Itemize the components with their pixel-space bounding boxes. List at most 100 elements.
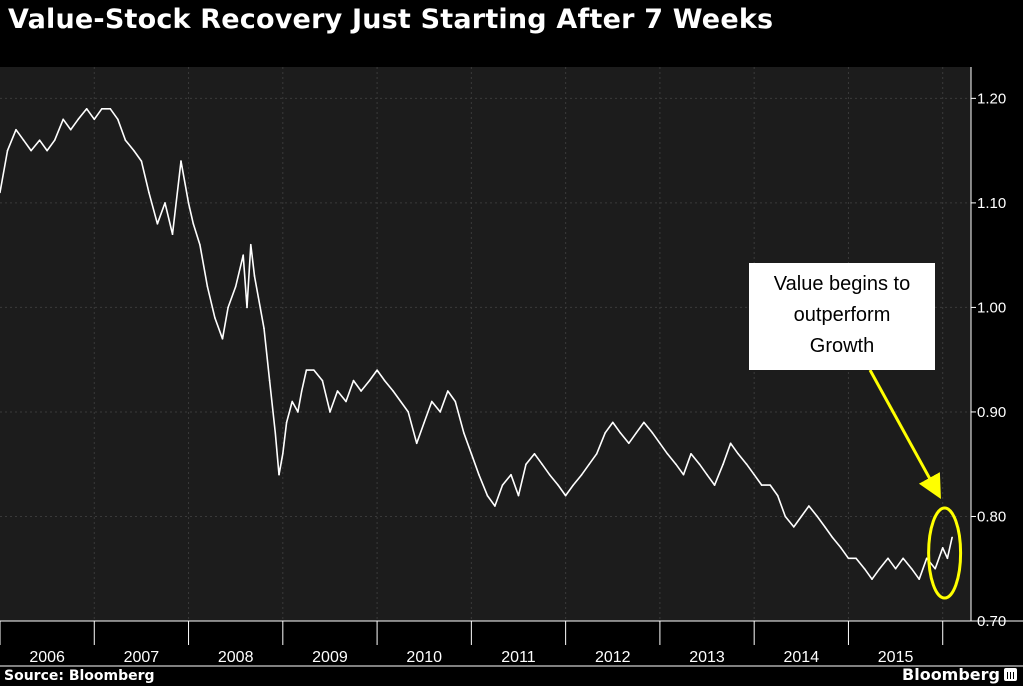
data-point — [180, 160, 182, 162]
data-point — [85, 108, 88, 110]
chart-title: Value-Stock Recovery Just Starting After… — [8, 4, 774, 35]
data-point — [360, 390, 362, 392]
data-point — [470, 452, 473, 455]
data-point — [148, 191, 150, 194]
data-point — [329, 411, 331, 413]
data-point — [627, 442, 630, 445]
data-point — [769, 484, 772, 486]
data-point — [776, 494, 779, 497]
data-point — [399, 400, 402, 403]
data-point — [117, 118, 119, 121]
data-point — [253, 275, 256, 277]
data-point — [800, 515, 803, 518]
data-point — [706, 473, 708, 476]
data-point — [863, 567, 866, 570]
data-point — [902, 557, 904, 560]
x-tick-label: 2014 — [784, 649, 820, 666]
brand-name: Bloomberg — [902, 665, 1000, 684]
x-tick-label: 2013 — [689, 649, 725, 666]
data-point — [878, 567, 881, 570]
data-point — [808, 505, 810, 507]
data-point — [824, 526, 826, 528]
data-point — [675, 463, 677, 466]
data-point — [871, 578, 873, 580]
data-point — [651, 432, 654, 434]
data-point — [321, 379, 324, 382]
data-point — [918, 578, 920, 580]
data-point — [713, 484, 716, 486]
source-note: Source: Bloomberg — [4, 668, 155, 684]
y-tick-label: 0.80 — [977, 508, 1006, 525]
data-point — [274, 432, 277, 434]
data-point — [792, 526, 795, 528]
data-point — [572, 484, 574, 486]
x-tick-label: 2015 — [878, 649, 914, 666]
series-layer — [0, 108, 953, 580]
data-point — [285, 421, 288, 424]
data-point — [478, 473, 480, 476]
data-point — [533, 452, 536, 455]
data-point — [171, 233, 174, 236]
y-tick-label: 0.90 — [977, 404, 1006, 421]
data-point — [541, 463, 543, 466]
data-point — [345, 400, 347, 403]
y-tick-label: 1.10 — [977, 195, 1006, 212]
annotation-line-1: Value begins to — [773, 273, 911, 295]
data-point — [745, 463, 748, 466]
annotation-line-2: outperform — [793, 304, 891, 326]
data-point — [53, 139, 56, 141]
data-point — [760, 484, 763, 486]
data-point — [407, 411, 409, 413]
data-point — [246, 306, 248, 309]
y-tick-label: 1.00 — [977, 299, 1006, 316]
data-point — [305, 369, 308, 371]
data-point — [199, 243, 201, 246]
data-point — [737, 452, 739, 455]
data-point — [666, 452, 669, 455]
highlight-ellipse — [927, 506, 963, 600]
annotation-callout: Value begins to outperform Growth — [749, 263, 935, 370]
data-point — [910, 567, 913, 570]
data-point — [300, 390, 303, 392]
x-tick-label: 2008 — [218, 649, 254, 666]
x-axis: 2006 2007 2008 2009 2010 2011 2012 2013 2014 2015 — [0, 620, 1023, 667]
data-point — [682, 473, 685, 476]
data-point — [313, 369, 315, 371]
data-point — [15, 128, 17, 131]
data-point — [729, 442, 732, 445]
data-point — [894, 567, 897, 570]
data-point — [352, 379, 355, 382]
data-point — [525, 463, 527, 466]
data-point — [510, 473, 512, 476]
grid — [0, 67, 971, 622]
data-point — [187, 202, 190, 204]
x-tick-label: 2012 — [595, 649, 631, 666]
x-tick-label: 2007 — [124, 649, 160, 666]
data-point — [784, 515, 787, 518]
data-point — [831, 536, 834, 539]
data-point — [297, 411, 299, 413]
data-point — [282, 452, 284, 455]
data-point — [430, 400, 433, 403]
data-point — [192, 222, 195, 225]
data-point — [690, 452, 692, 455]
data-point — [234, 285, 237, 288]
data-point — [517, 494, 520, 497]
data-point — [611, 421, 614, 424]
data-point — [604, 432, 607, 434]
data-point — [753, 473, 755, 476]
annotation-arrow — [868, 369, 941, 499]
data-point — [6, 149, 9, 152]
data-point — [415, 442, 418, 445]
data-point — [133, 149, 135, 152]
data-point — [463, 432, 465, 434]
data-point — [659, 442, 661, 445]
data-point — [887, 557, 889, 560]
y-axis: 0.700.800.901.001.101.20 — [970, 67, 1006, 630]
data-point — [30, 149, 32, 152]
brand-logo: Bloomberg — [902, 665, 1017, 684]
data-point — [156, 222, 159, 225]
data-point — [336, 390, 339, 392]
data-point — [816, 515, 819, 518]
data-point — [0, 191, 1, 194]
